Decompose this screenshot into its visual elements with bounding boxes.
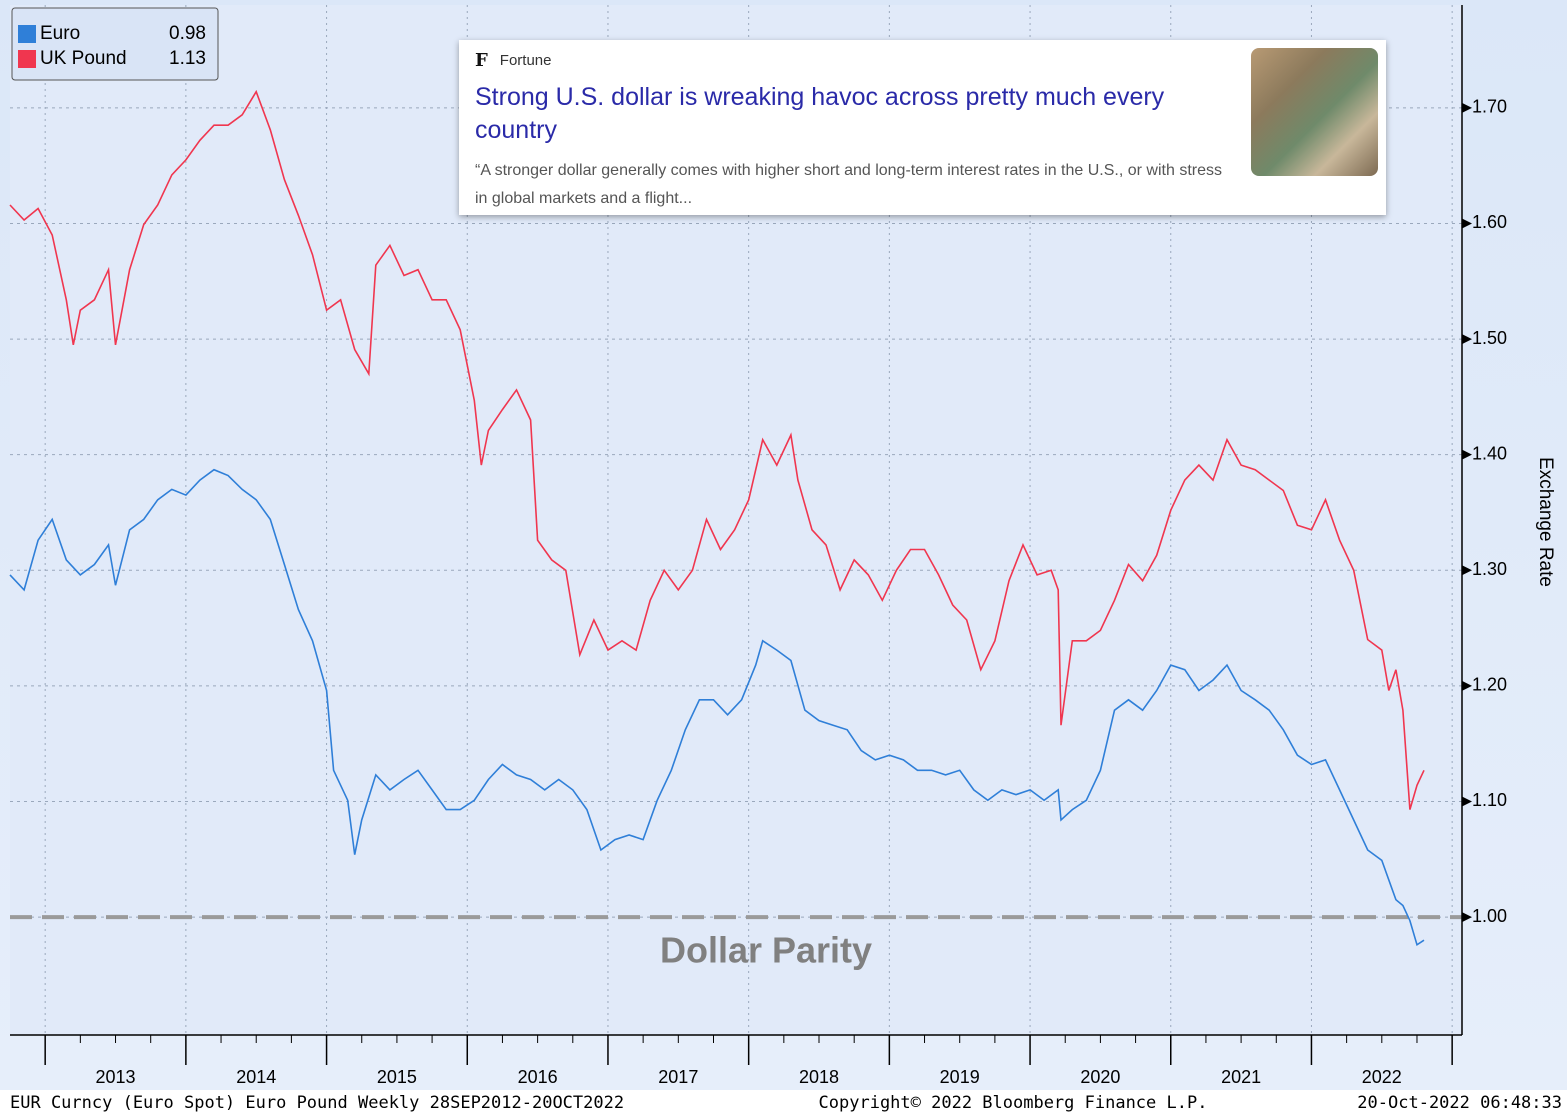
x-tick-label: 2016 <box>518 1067 558 1087</box>
source-logo: F <box>475 50 488 71</box>
x-tick-label: 2021 <box>1221 1067 1261 1087</box>
x-tick-label: 2020 <box>1080 1067 1120 1087</box>
parity-label: Dollar Parity <box>660 930 872 971</box>
x-tick-label: 2015 <box>377 1067 417 1087</box>
y-tick-label: 1.10 <box>1472 790 1507 810</box>
x-tick-label: 2018 <box>799 1067 839 1087</box>
legend-label: Euro <box>40 23 80 44</box>
x-tick-label: 2013 <box>95 1067 135 1087</box>
y-tick-label: 1.00 <box>1472 906 1507 926</box>
footer-right: 20-Oct-2022 06:48:33 <box>1357 1093 1562 1113</box>
legend-swatch <box>18 50 36 68</box>
footer-center: Copyright© 2022 Bloomberg Finance L.P. <box>819 1093 1208 1113</box>
y-tick-label: 1.60 <box>1472 212 1507 232</box>
news-snippet: “A stronger dollar generally comes with … <box>475 157 1235 213</box>
y-tick-label: 1.30 <box>1472 559 1507 579</box>
news-card[interactable]: F Fortune Strong U.S. dollar is wreaking … <box>459 40 1386 215</box>
news-headline[interactable]: Strong U.S. dollar is wreaking havoc acr… <box>475 81 1195 147</box>
x-tick-label: 2019 <box>940 1067 980 1087</box>
legend-label: UK Pound <box>40 48 127 69</box>
x-tick-label: 2022 <box>1362 1067 1402 1087</box>
y-tick-label: 1.70 <box>1472 97 1507 117</box>
legend-value: 0.98 <box>169 23 206 44</box>
page: {"chart_data": {"type": "line", "y_label… <box>0 0 1567 1115</box>
y-tick-label: 1.20 <box>1472 675 1507 695</box>
x-tick-label: 2014 <box>236 1067 276 1087</box>
news-image <box>1251 48 1378 176</box>
legend-swatch <box>18 25 36 43</box>
legend-value: 1.13 <box>169 48 206 69</box>
y-axis-label: Exchange Rate <box>1535 457 1556 587</box>
y-tick-label: 1.40 <box>1472 443 1507 463</box>
y-tick-label: 1.50 <box>1472 328 1507 348</box>
x-tick-label: 2017 <box>658 1067 698 1087</box>
footer-left: EUR Curncy (Euro Spot) Euro Pound Weekly… <box>10 1093 624 1113</box>
news-source-row: F Fortune <box>475 50 1370 71</box>
news-source: Fortune <box>500 52 552 69</box>
